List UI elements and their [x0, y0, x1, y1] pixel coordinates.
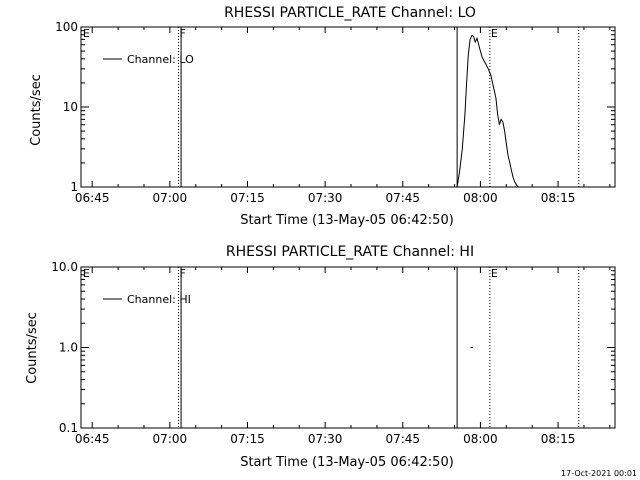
- plot-frame: [80, 26, 616, 188]
- lo-channel-panel: RHESSI PARTICLE_RATE Channel: LO Counts/…: [29, 5, 616, 228]
- y-tick-label: 0.1: [59, 421, 78, 435]
- x-tick-label: 07:00: [153, 191, 188, 205]
- event-marker-label: F: [179, 267, 185, 280]
- hi-channel-panel: RHESSI PARTICLE_RATE Channel: HI Counts/…: [25, 244, 616, 470]
- legend-label: Channel: HI: [127, 293, 191, 306]
- x-axis-label: Start Time (13-May-05 06:42:50): [240, 213, 454, 228]
- chart-title: RHESSI PARTICLE_RATE Channel: LO: [224, 5, 476, 21]
- legend-label: Channel: LO: [127, 53, 194, 66]
- y-tick-label: 10.0: [51, 260, 78, 274]
- event-marker-label: E: [491, 267, 498, 280]
- footer-timestamp: 17-Oct-2021 00:01: [561, 469, 637, 478]
- plot-frame: [80, 266, 616, 429]
- event-marker-label: E: [491, 27, 498, 40]
- event-marker-label: E: [83, 27, 90, 40]
- x-tick-label: 07:30: [308, 191, 343, 205]
- y-axis-label: Counts/sec: [29, 74, 44, 146]
- x-tick-label: 07:45: [385, 432, 420, 446]
- y-tick-label: 100: [55, 20, 78, 34]
- x-tick-label: 07:15: [230, 432, 265, 446]
- y-tick-label: 1: [70, 180, 78, 194]
- x-tick-label: 07:00: [153, 432, 188, 446]
- y-tick-label: 10: [63, 100, 78, 114]
- x-tick-label: 08:00: [463, 432, 498, 446]
- chart-title: RHESSI PARTICLE_RATE Channel: HI: [226, 244, 474, 260]
- event-marker-label: E: [83, 267, 90, 280]
- x-tick-label: 08:15: [541, 191, 576, 205]
- x-tick-label: 07:30: [308, 432, 343, 446]
- x-tick-label: 08:15: [541, 432, 576, 446]
- y-tick-label: 1.0: [59, 341, 78, 355]
- x-tick-label: 08:00: [463, 191, 498, 205]
- x-tick-label: 06:45: [75, 191, 110, 205]
- x-tick-label: 07:15: [230, 191, 265, 205]
- series-line: [456, 34, 519, 188]
- y-axis-label: Counts/sec: [25, 312, 40, 384]
- event-marker-label: F: [179, 27, 185, 40]
- x-axis-label: Start Time (13-May-05 06:42:50): [240, 455, 454, 470]
- x-tick-label: 06:45: [75, 432, 110, 446]
- x-tick-label: 07:45: [385, 191, 420, 205]
